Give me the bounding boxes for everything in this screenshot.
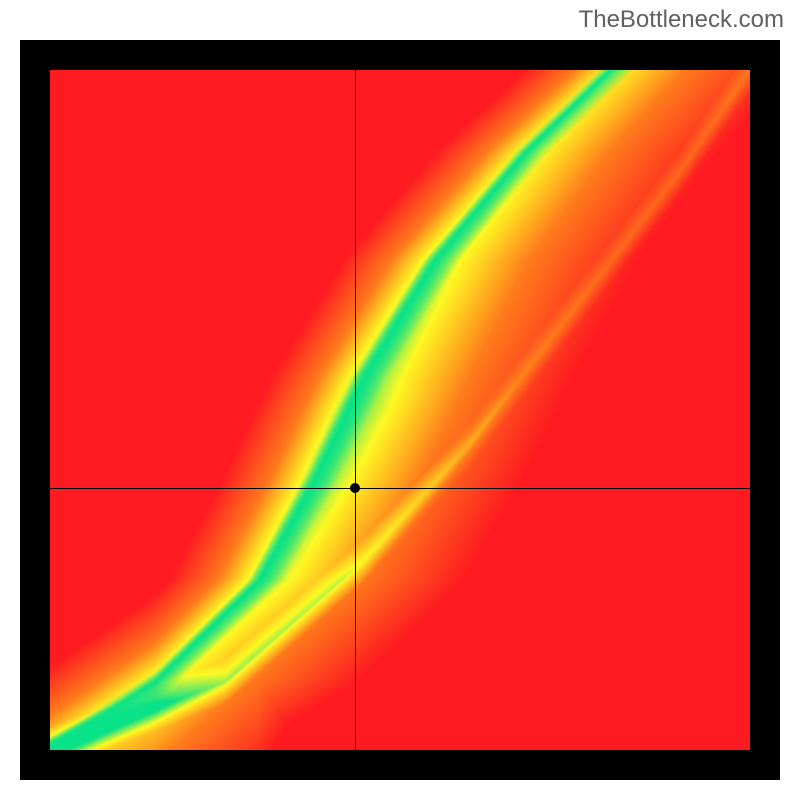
heatmap-canvas xyxy=(50,70,750,750)
crosshair-marker xyxy=(350,483,360,493)
crosshair-horizontal xyxy=(50,488,750,489)
watermark-text: TheBottleneck.com xyxy=(579,6,784,34)
chart-container: TheBottleneck.com xyxy=(0,0,800,800)
plot-area xyxy=(50,70,750,750)
plot-black-border xyxy=(20,40,780,780)
crosshair-vertical xyxy=(355,70,356,750)
